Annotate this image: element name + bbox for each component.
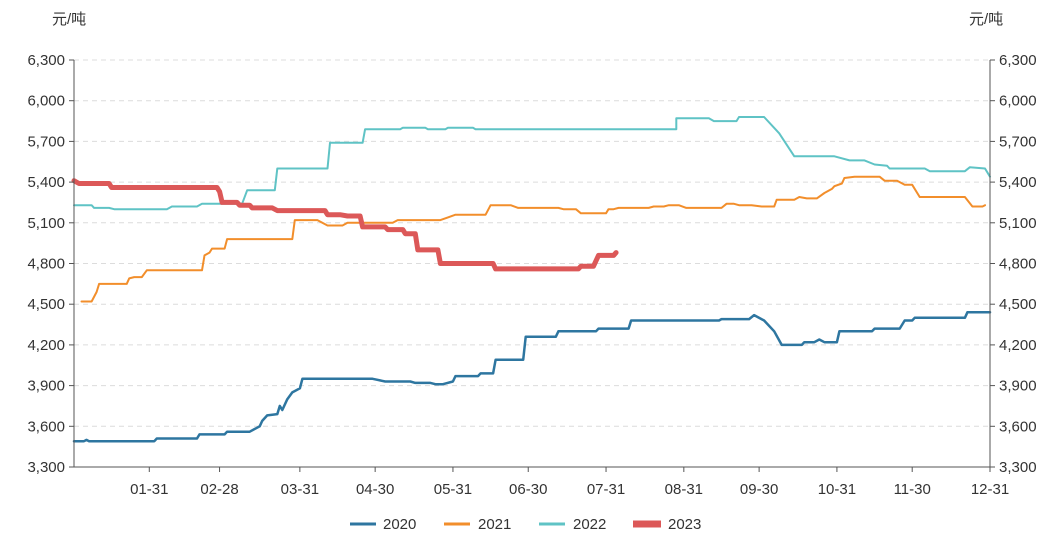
x-tick-label: 12-31: [971, 481, 1009, 498]
series-line-2021: [80, 175, 986, 303]
right-y-tick-label: 4,500: [999, 296, 1037, 313]
left-y-unit-label: 元/吨: [52, 11, 86, 28]
x-ticks: 01-31 02-28 03-31 04-30 05-31 06-30 07-31 08-31…: [130, 467, 1009, 498]
left-y-ticks: 3,300 3,600 3,900 4,200 4,500 4,800 5,100 5,400…: [27, 52, 74, 476]
left-y-tick-label: 6,000: [27, 93, 65, 110]
legend-item-2021[interactable]: 2021: [444, 516, 511, 533]
legend-label-2023: 2023: [668, 516, 701, 533]
right-y-tick-label: 5,100: [999, 215, 1037, 232]
x-tick-label: 05-31: [434, 481, 472, 498]
x-tick-label: 04-30: [356, 481, 394, 498]
legend-item-2023[interactable]: 2023: [633, 516, 701, 533]
right-y-tick-label: 5,400: [999, 174, 1037, 191]
series-line-2022: [73, 116, 991, 211]
right-y-tick-label: 3,900: [999, 378, 1037, 395]
left-y-tick-label: 5,100: [27, 215, 65, 232]
legend-label-2022: 2022: [573, 516, 606, 533]
grid-lines: [74, 59, 990, 427]
legend-item-2022[interactable]: 2022: [539, 516, 606, 533]
right-y-tick-label: 3,300: [999, 459, 1037, 476]
left-y-tick-label: 3,600: [27, 418, 65, 435]
x-tick-label: 02-28: [200, 481, 238, 498]
right-y-ticks: 3,300 3,600 3,900 4,200 4,500 4,800 5,100 5,400…: [990, 52, 1037, 476]
right-y-tick-label: 5,700: [999, 133, 1037, 150]
x-tick-label: 11-30: [894, 481, 931, 498]
x-tick-label: 10-31: [818, 481, 856, 498]
right-y-unit-label: 元/吨: [969, 11, 1003, 28]
legend-label-2021: 2021: [478, 516, 511, 533]
legend-item-2020[interactable]: 2020: [350, 516, 416, 533]
x-tick-label: 06-30: [509, 481, 547, 498]
x-tick-label: 03-31: [281, 481, 319, 498]
legend: 2020 2021 2022 2023: [350, 516, 701, 533]
x-tick-label: 01-31: [130, 481, 168, 498]
left-y-tick-label: 3,900: [27, 378, 65, 395]
left-y-tick-label: 6,300: [27, 52, 65, 69]
series-line-2023: [71, 178, 619, 272]
right-y-tick-label: 3,600: [999, 418, 1037, 435]
left-y-tick-label: 5,700: [27, 133, 65, 150]
right-y-tick-label: 6,300: [999, 52, 1037, 69]
left-y-tick-label: 4,500: [27, 296, 65, 313]
series-line-2020: [72, 311, 992, 443]
left-y-tick-label: 4,800: [27, 256, 65, 273]
x-tick-label: 07-31: [587, 481, 625, 498]
right-y-tick-label: 6,000: [999, 93, 1037, 110]
left-y-tick-label: 3,300: [27, 459, 65, 476]
right-y-tick-label: 4,800: [999, 256, 1037, 273]
left-y-tick-label: 5,400: [27, 174, 65, 191]
right-y-tick-label: 4,200: [999, 337, 1037, 354]
x-tick-label: 09-30: [740, 481, 778, 498]
legend-label-2020: 2020: [383, 516, 416, 533]
series-lines: [71, 116, 992, 443]
left-y-tick-label: 4,200: [27, 337, 65, 354]
x-tick-label: 08-31: [665, 481, 703, 498]
